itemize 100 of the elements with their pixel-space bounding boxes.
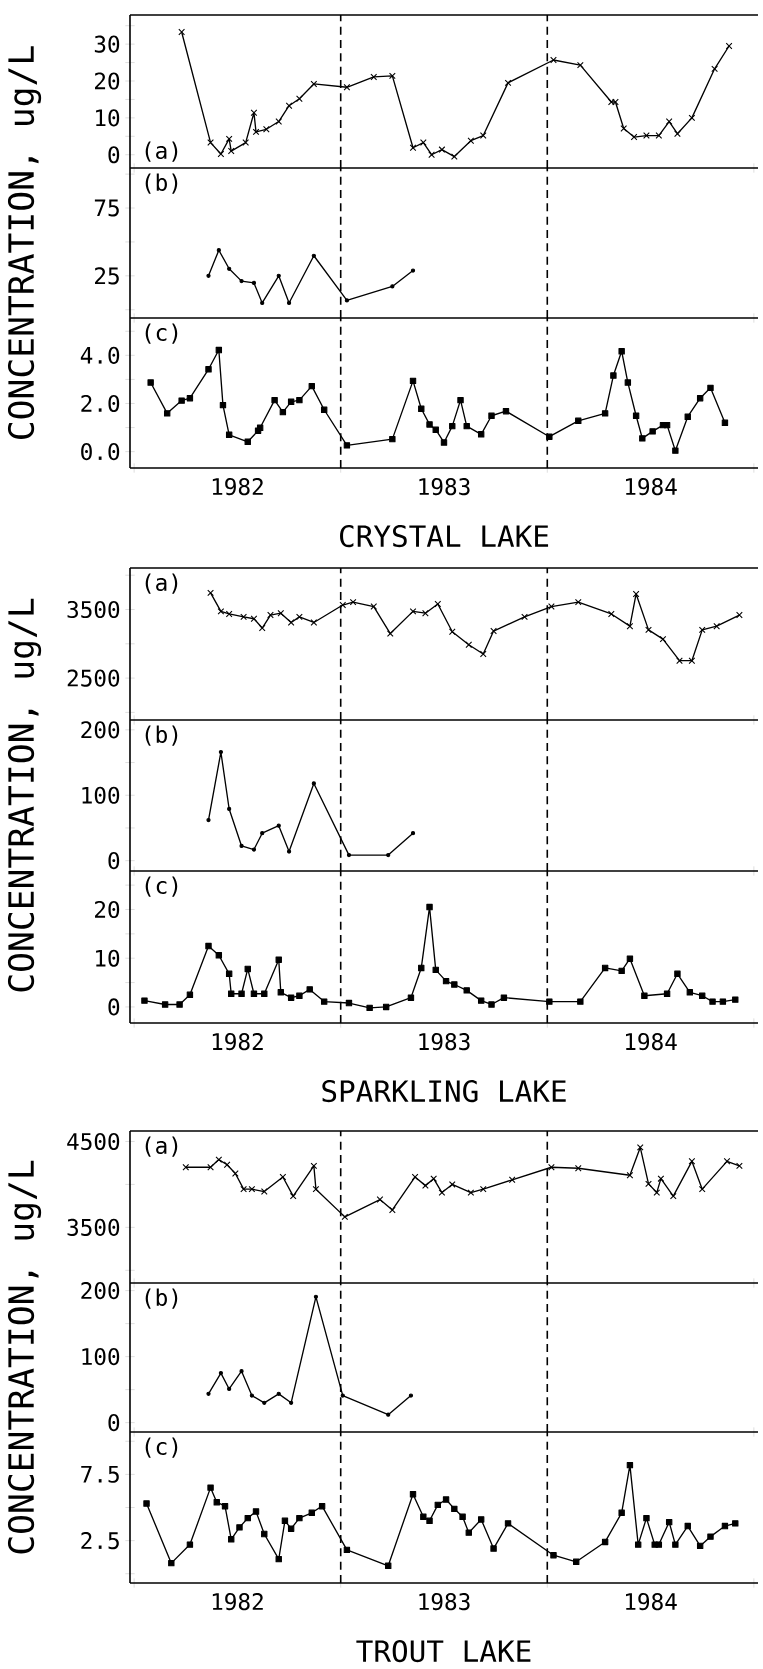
point [343, 83, 351, 91]
point [240, 613, 247, 621]
point [419, 139, 427, 146]
y-tick-label: 4.0 [80, 346, 120, 364]
point [665, 1518, 673, 1526]
y-tick-label: 20 [95, 72, 120, 90]
point [227, 806, 232, 812]
point [244, 438, 251, 445]
annotation: (a) [145, 1136, 178, 1157]
point [261, 1530, 268, 1538]
point [168, 1559, 175, 1567]
point [601, 410, 609, 417]
point [686, 989, 694, 996]
point [207, 1484, 214, 1491]
point [732, 1520, 739, 1527]
point [310, 1162, 318, 1170]
point [698, 626, 706, 634]
point [674, 970, 681, 978]
point [182, 1163, 190, 1171]
point [186, 394, 194, 402]
point [442, 977, 450, 985]
point [163, 410, 171, 417]
point [632, 590, 640, 598]
point [249, 1393, 255, 1398]
point [251, 847, 257, 852]
y-tick-label: 0 [108, 1414, 120, 1432]
point [215, 1156, 223, 1163]
point [548, 1163, 555, 1171]
y-tick-label: 2.0 [81, 394, 120, 413]
x-axis-title: CRYSTAL LAKE [340, 525, 549, 548]
point [409, 607, 417, 615]
y-tick-label: 20 [95, 900, 120, 919]
point [698, 1185, 706, 1193]
point [252, 1508, 260, 1515]
point [607, 610, 615, 618]
x-tick-label: 1983 [419, 1593, 470, 1611]
point [239, 278, 244, 284]
point [624, 379, 632, 386]
point [450, 153, 458, 160]
point [576, 61, 584, 69]
point [601, 964, 609, 972]
point [207, 1163, 214, 1171]
point [688, 657, 696, 665]
point [451, 981, 458, 988]
point [699, 992, 706, 999]
point [239, 1369, 244, 1374]
point [641, 992, 648, 999]
point [477, 997, 485, 1004]
point [287, 994, 295, 1001]
point [318, 1502, 326, 1510]
point [225, 610, 233, 618]
point [655, 1541, 663, 1548]
point [434, 600, 442, 608]
point [244, 1514, 251, 1522]
point [238, 990, 245, 997]
point [186, 1541, 194, 1548]
point [312, 1185, 320, 1193]
point [281, 1517, 289, 1524]
x-tick-label: 1983 [419, 1033, 470, 1051]
point [500, 994, 508, 1001]
y-tick-label: 0 [108, 998, 120, 1016]
point [344, 298, 350, 303]
point [260, 831, 265, 836]
point [389, 435, 396, 443]
point [477, 1516, 485, 1523]
y-tick-label: 100 [82, 1348, 120, 1366]
point [287, 398, 295, 405]
point [279, 1173, 287, 1181]
point [382, 1003, 390, 1011]
point [228, 1536, 235, 1543]
point [626, 622, 634, 630]
point [206, 273, 211, 278]
point [634, 1541, 642, 1548]
point [261, 990, 268, 997]
point [320, 406, 328, 413]
point [653, 1189, 661, 1196]
y-tick-label: 200 [81, 1282, 120, 1300]
point [504, 1520, 512, 1527]
point [577, 998, 584, 1005]
point [308, 1509, 315, 1517]
point [178, 397, 185, 404]
point [296, 613, 303, 621]
point [340, 1393, 345, 1398]
point [286, 300, 292, 306]
point [620, 125, 628, 132]
point [663, 990, 671, 997]
point [386, 1412, 391, 1417]
point [310, 619, 318, 626]
point [639, 435, 646, 442]
point [178, 28, 186, 36]
point [490, 627, 497, 635]
y-axis-title: CONCENTRATION, ug/L [7, 1160, 42, 1554]
point [479, 1185, 487, 1193]
point [465, 1529, 472, 1536]
point [346, 852, 352, 858]
point [275, 956, 282, 963]
point [339, 601, 347, 609]
point [213, 1499, 220, 1506]
point [176, 1001, 183, 1008]
point [341, 1213, 349, 1221]
